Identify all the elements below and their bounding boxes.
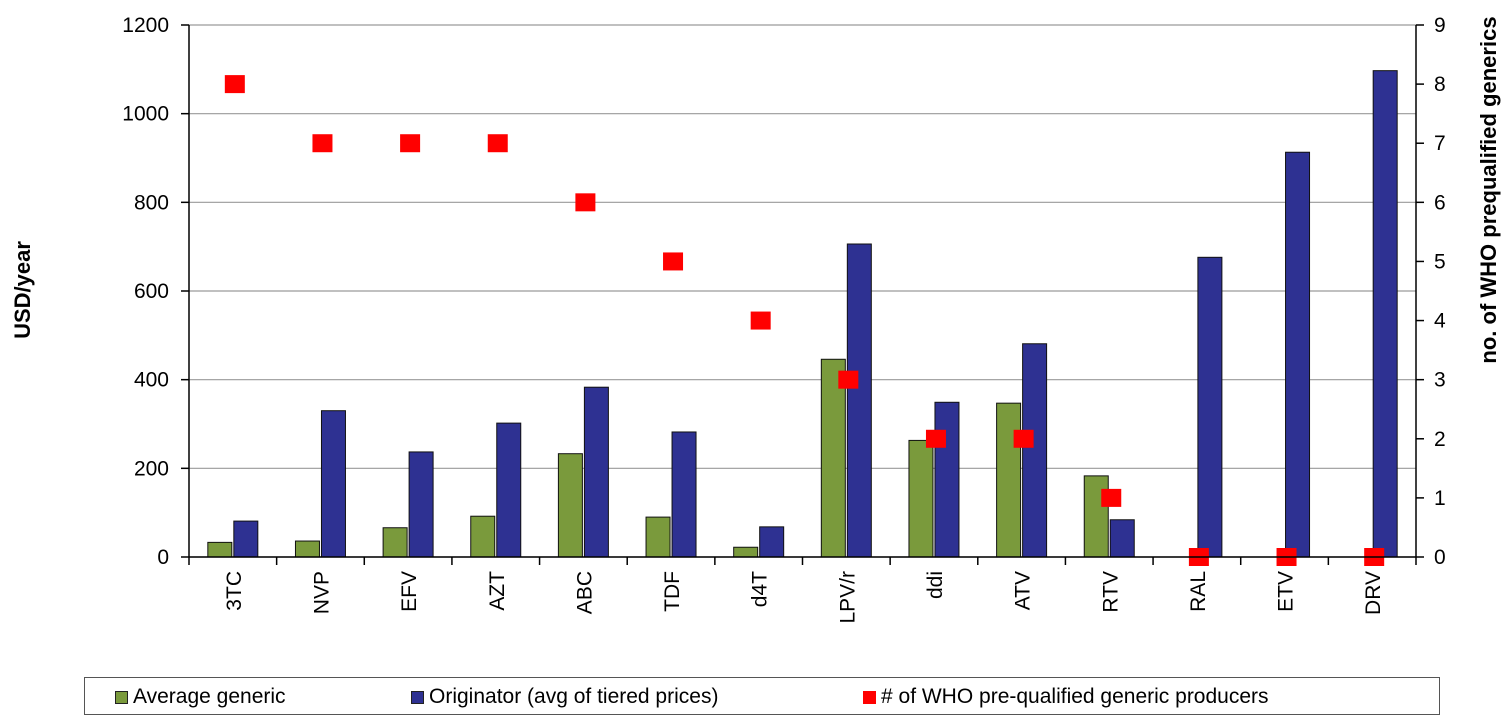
tick-label-right: 5 [1434, 250, 1446, 273]
right-axis-ticks: 0 1 2 3 4 5 6 7 8 9 [1434, 14, 1446, 569]
y-axis-title-right: no. of WHO prequalified generics [1476, 16, 1501, 363]
point-who-producers [312, 134, 333, 153]
point-who-producers [400, 134, 421, 153]
bar-originator [233, 520, 259, 558]
category-label: TDF [661, 571, 684, 612]
axes [181, 24, 1424, 565]
category-label: d4T [749, 571, 772, 607]
legend-item-originator: Originator (avg of tiered prices) [411, 685, 718, 709]
tick-label-right: 7 [1434, 132, 1446, 155]
category-label: NVP [310, 571, 333, 614]
tick-label-right: 3 [1434, 369, 1446, 392]
category-label: RAL [1187, 571, 1210, 612]
category-label: DRV [1362, 571, 1385, 615]
bar-average-generic [1083, 475, 1109, 558]
bar-originator [1022, 343, 1048, 558]
bar-originator [671, 431, 697, 558]
tick-label-left: 400 [134, 369, 169, 392]
legend-label: Average generic [133, 685, 286, 708]
category-label: EFV [398, 571, 421, 612]
point-who-producers [750, 311, 771, 330]
point-who-producers [925, 429, 946, 448]
category-labels: 3TC NVP EFV AZT ABC TDF d4T LPV/r ddi ATV RTV RAL ET… [223, 571, 1385, 624]
category-label: ETV [1275, 571, 1298, 612]
category-label: RTV [1099, 571, 1122, 613]
bar-average-generic [557, 453, 583, 558]
bar-originator [1372, 70, 1398, 558]
legend-swatch-blue [411, 690, 424, 704]
point-who-producers [838, 370, 859, 389]
bar-originator [583, 386, 609, 558]
gridlines [189, 24, 1416, 558]
legend-swatch-red [863, 690, 876, 704]
bar-average-generic [645, 516, 671, 558]
bar-average-generic [382, 527, 408, 558]
bar-average-generic [733, 546, 759, 558]
bar-originator [496, 422, 522, 558]
legend-item-who-producers: # of WHO pre-qualified generic producers [863, 685, 1269, 709]
tick-label-left: 1200 [122, 14, 169, 37]
bar-average-generic [207, 541, 233, 558]
bar-average-generic [294, 540, 320, 558]
category-label: ddi [924, 571, 947, 599]
point-who-producers [1013, 429, 1034, 448]
legend-swatch-green [115, 690, 128, 704]
bar-originator [1285, 151, 1311, 558]
tick-label-right: 6 [1434, 191, 1446, 214]
point-who-producers [575, 193, 596, 212]
tick-label-left: 0 [157, 546, 169, 569]
tick-label-right: 2 [1434, 428, 1446, 451]
category-label: ABC [573, 571, 596, 614]
tick-label-right: 0 [1434, 546, 1446, 569]
point-who-producers [663, 252, 684, 271]
category-label: AZT [486, 571, 509, 611]
point-who-producers [487, 134, 508, 153]
legend-item-average-generic: Average generic [115, 685, 286, 709]
legend-label: Originator (avg of tiered prices) [429, 685, 719, 708]
bar-originator [759, 526, 785, 558]
legend-label: # of WHO pre-qualified generic producers [881, 685, 1269, 708]
point-who-producers [224, 75, 245, 94]
bar-average-generic [470, 515, 496, 558]
tick-label-right: 4 [1434, 310, 1446, 333]
tick-label-left: 800 [134, 191, 169, 214]
category-label: 3TC [223, 571, 246, 611]
bar-average-generic [908, 439, 934, 558]
bar-originator [1109, 519, 1135, 558]
point-who-producers [1101, 488, 1122, 507]
bar-originator [934, 401, 960, 558]
tick-label-left: 600 [134, 280, 169, 303]
bar-originator [846, 243, 872, 558]
bar-originator [1197, 256, 1223, 558]
bar-average-generic [996, 402, 1022, 558]
left-axis-ticks: 0 200 400 600 800 1000 1200 [122, 14, 169, 569]
tick-label-right: 9 [1434, 14, 1446, 37]
y-axis-title-left: USD/year [10, 241, 35, 339]
tick-label-right: 1 [1434, 487, 1446, 510]
tick-label-left: 1000 [122, 103, 169, 126]
tick-label-left: 200 [134, 457, 169, 480]
bar-average-generic [820, 358, 846, 558]
bar-originator [320, 410, 346, 558]
bars [207, 70, 1398, 558]
category-label: LPV/r [836, 571, 859, 624]
tick-label-right: 8 [1434, 73, 1446, 96]
category-label: ATV [1012, 571, 1035, 610]
combo-chart: 0 200 400 600 800 1000 1200 0 1 2 3 4 5 6 7 8 9 3TC NVP E… [10, 14, 1501, 624]
legend: Average generic Originator (avg of tiere… [84, 677, 1440, 715]
bar-originator [408, 451, 434, 558]
